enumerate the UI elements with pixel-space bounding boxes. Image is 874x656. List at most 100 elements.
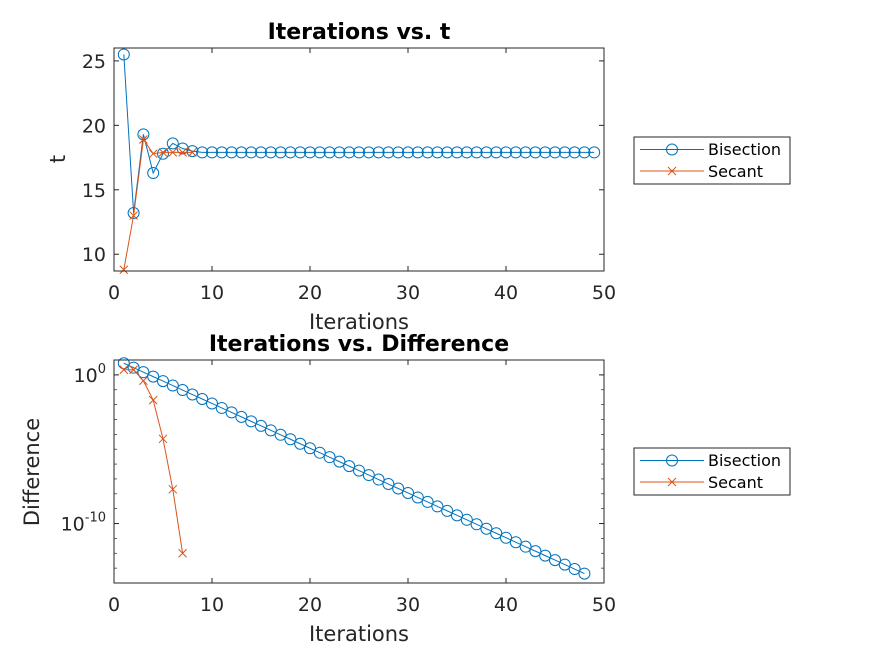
data-point [196,146,209,159]
data-point [225,146,238,159]
data-point [519,540,532,553]
legend-bisection-marker [666,143,678,156]
x-tick-label: 50 [592,594,616,616]
data-point [274,428,287,441]
data-point [304,442,316,455]
data-point [215,146,228,159]
x-tick-label: 40 [494,594,518,616]
x-tick-label: 20 [298,282,322,304]
data-point [206,397,218,410]
data-point [294,437,307,450]
legend-secant-marker [667,477,677,487]
data-point [117,48,130,61]
data-point [568,146,581,159]
data-point [539,549,552,562]
data-point [168,484,178,494]
data-point [353,464,365,477]
data-point [264,146,277,159]
data-point [147,167,160,180]
data-point [578,146,591,159]
data-point [519,146,532,159]
data-point [166,379,179,392]
y-axis-label-bottom: Difference [20,418,44,526]
data-point [470,518,483,531]
data-point [402,486,414,499]
data-point [166,137,179,150]
legend-bisection-label: Bisection [708,451,781,470]
data-point [274,146,287,159]
data-point [500,146,512,159]
data-point [500,531,512,544]
data-point [362,146,375,159]
data-point [323,451,336,464]
data-point [441,504,454,517]
y-tick-label: 10 [82,244,106,266]
data-point [255,419,267,432]
series-layer-top [117,48,601,275]
data-point [158,434,168,444]
legend-bisection-marker [666,454,678,467]
data-point [343,146,356,159]
data-point [137,366,150,379]
chart-title-top: Iterations vs. t [268,20,451,45]
data-point [568,563,581,576]
axes-box-top [113,47,605,272]
legend-bottom: Bisection Secant [633,447,791,496]
data-point [558,146,571,159]
x-tick-label: 20 [298,594,322,616]
data-point [178,548,187,558]
data-point [490,527,503,540]
data-point [529,146,542,159]
data-point [304,146,316,159]
data-point [215,401,228,414]
data-point [431,146,444,159]
data-point [129,211,138,220]
data-point [333,455,346,468]
data-point [186,145,199,158]
data-point [333,146,346,159]
data-point [402,146,414,159]
data-point [353,146,365,159]
data-point [147,370,160,383]
data-point [119,265,129,275]
data-point [451,146,463,159]
data-point [431,500,444,513]
data-point [382,478,395,491]
data-point [490,146,503,159]
data-point [323,146,336,159]
data-point [558,558,571,571]
legend-bisection-label: Bisection [708,140,781,159]
data-point [168,148,178,157]
data-point [441,146,454,159]
x-axis-label-top: Iterations [309,310,409,334]
data-point [284,433,297,446]
data-point [245,146,258,159]
data-point [509,146,522,159]
data-point [480,146,493,159]
data-point [127,361,140,374]
series-secant [119,135,197,275]
data-point [119,365,129,375]
x-tick-label: 0 [108,594,120,616]
legend-secant-label: Secant [708,162,763,181]
data-point [372,146,385,159]
data-point [148,395,158,405]
data-point [480,522,493,535]
data-point [382,146,395,159]
y-tick-label: 15 [82,180,106,202]
data-point [157,375,169,388]
data-point [421,146,434,159]
data-point [460,513,473,526]
data-point [139,376,148,386]
data-point [245,415,258,428]
series-secant [119,365,187,558]
data-point [255,146,267,159]
y-axis-label-top: t [46,155,70,163]
data-point [578,567,591,580]
series-bisection [117,357,591,580]
x-tick-label: 0 [108,282,120,304]
data-point [294,146,307,159]
